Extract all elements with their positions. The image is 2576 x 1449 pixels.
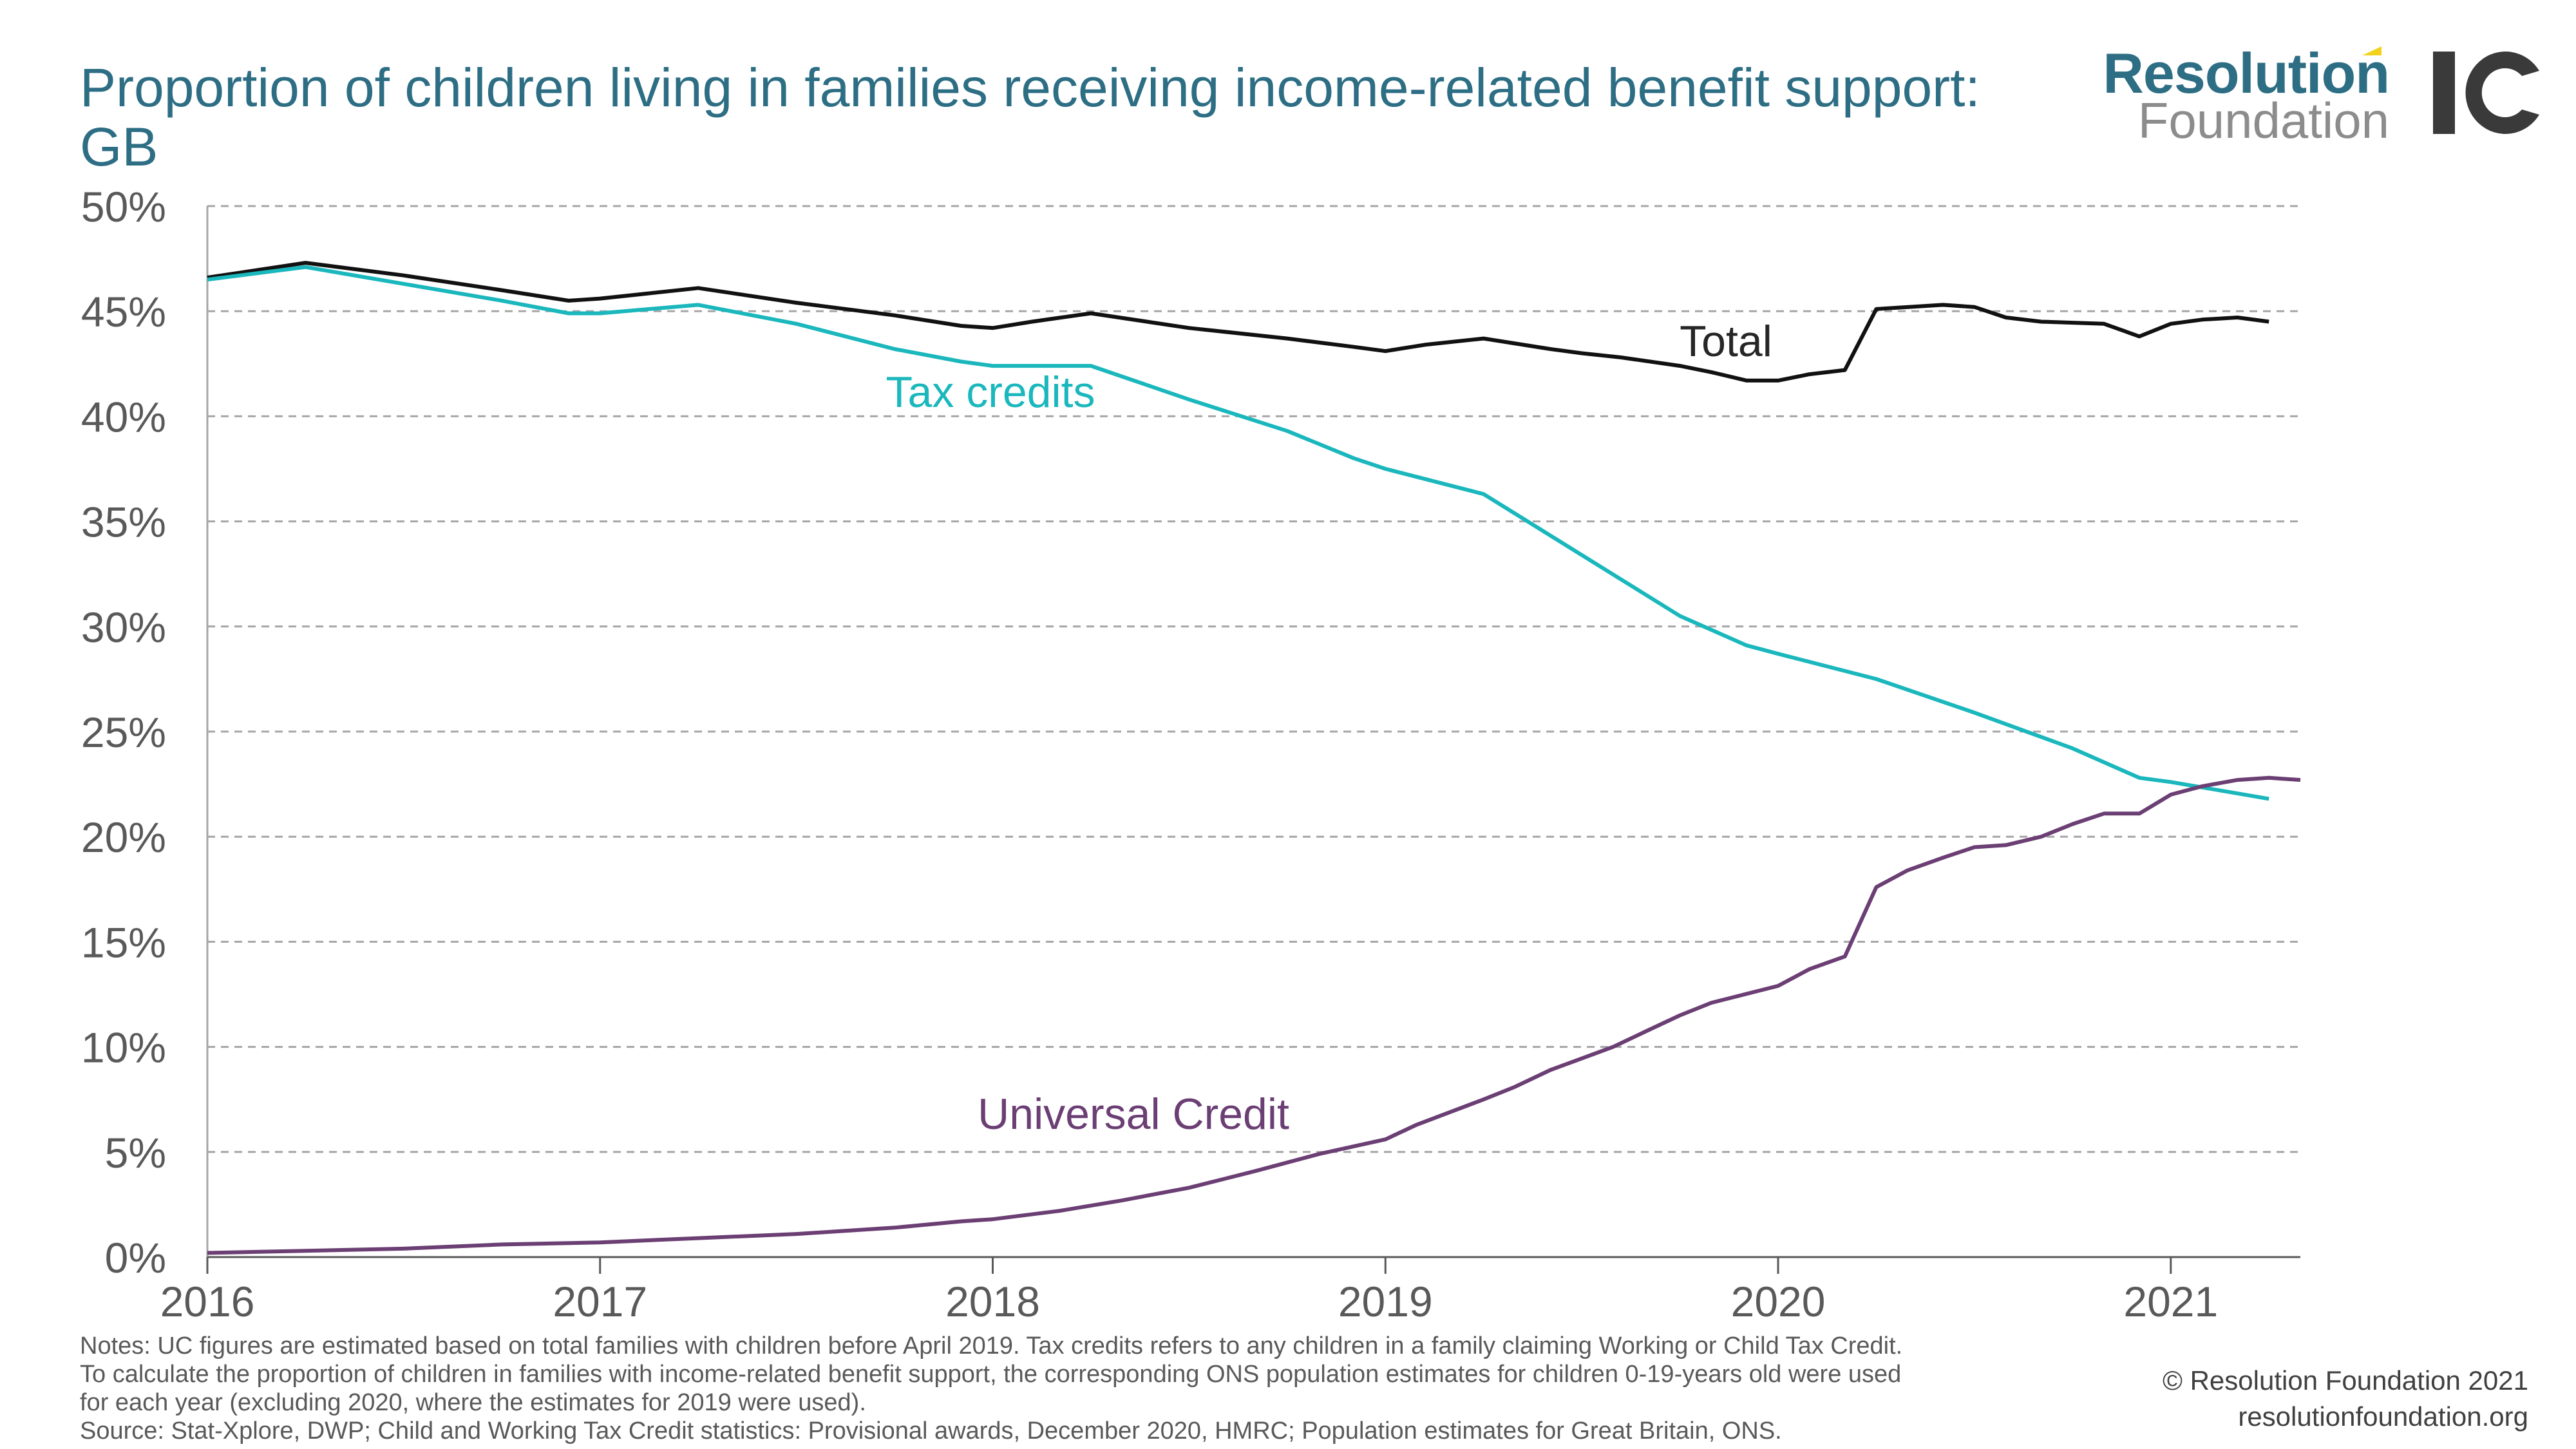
series-line-total [207,261,2269,383]
x-tick-label: 2019 [1338,1278,1433,1325]
y-tick-label: 45% [81,288,166,336]
x-tick-label: 2017 [553,1278,647,1325]
y-tick-label: 0% [105,1234,166,1282]
x-tick-label: 2016 [160,1278,255,1325]
y-tick-label: 15% [81,918,166,966]
copyright-text: © Resolution Foundation 2021 [2162,1365,2528,1396]
gridlines [207,205,2300,1153]
y-tick-label: 25% [81,708,166,756]
y-tick-label: 20% [81,813,166,861]
series-label-universal-credit: Universal Credit [978,1090,1289,1139]
source-line: Source: Stat-Xplore, DWP; Child and Work… [80,1417,1782,1444]
series-label-tax-credits: Tax credits [886,368,1095,417]
series-line-tax-credits [207,265,2269,801]
y-tick-label: 30% [81,603,166,651]
y-tick-label: 5% [105,1129,166,1177]
logo-word-foundation: Foundation [2137,92,2389,149]
copyright-block: © Resolution Foundation 2021 resolutionf… [2163,1363,2528,1435]
y-tick-label: 40% [81,393,166,440]
x-tick-label: 2021 [2123,1278,2218,1325]
chart-title: Proportion of children living in familie… [80,57,1980,177]
y-tick-label: 35% [81,498,166,546]
x-tick-label: 2018 [945,1278,1040,1325]
x-axis: 2016 2017 2018 2019 2020 2021 [160,1256,2300,1325]
notes-line: for each year (excluding 2020, where the… [80,1389,866,1416]
series-lines [207,261,2301,1255]
y-axis: 0% 5% 10% 15% 20% 25% 30% 35% 40% 45% 50% [81,183,209,1282]
chart-notes: Notes: UC figures are estimated based on… [80,1332,2141,1445]
series-labels: Total Tax credits Universal Credit [886,317,1772,1139]
ic-mark-icon [2433,52,2539,135]
logo-accent-mark [2362,46,2382,55]
notes-line: Notes: UC figures are estimated based on… [80,1332,1903,1359]
logo-word-resolution: Resolution [2103,41,2390,105]
y-tick-label: 50% [81,183,166,231]
y-tick-label: 10% [81,1024,166,1072]
notes-line: To calculate the proportion of children … [80,1361,1902,1388]
series-label-total: Total [1680,317,1772,366]
x-tick-label: 2020 [1731,1278,1826,1325]
resolution-foundation-logo: Resolution Foundation [2080,43,2544,152]
series-line-universal-credit [207,775,2301,1255]
website-text: resolutionfoundation.org [2238,1401,2528,1432]
